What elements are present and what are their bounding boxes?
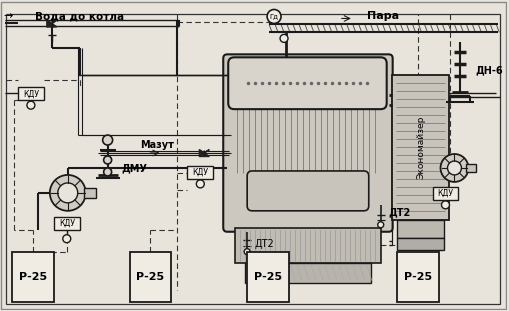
Text: ДТ2: ДТ2 bbox=[389, 208, 411, 218]
Circle shape bbox=[103, 135, 112, 145]
Bar bbox=[397, 220, 444, 238]
Bar bbox=[245, 262, 371, 283]
Text: КДУ: КДУ bbox=[192, 168, 208, 177]
FancyBboxPatch shape bbox=[228, 57, 387, 109]
Text: ДМУ: ДМУ bbox=[122, 163, 148, 173]
Text: →: → bbox=[3, 12, 13, 21]
Circle shape bbox=[104, 168, 111, 176]
Bar bbox=[54, 217, 80, 230]
Polygon shape bbox=[47, 20, 57, 27]
Text: Р-25: Р-25 bbox=[404, 272, 432, 281]
Text: Р-25: Р-25 bbox=[254, 272, 282, 281]
Circle shape bbox=[27, 101, 35, 109]
FancyBboxPatch shape bbox=[223, 54, 392, 232]
Text: Р-25: Р-25 bbox=[136, 272, 164, 281]
Circle shape bbox=[378, 222, 384, 228]
Circle shape bbox=[104, 156, 111, 164]
Text: Вода до котла: Вода до котла bbox=[35, 12, 124, 21]
Bar bbox=[130, 252, 172, 301]
Text: Пара: Пара bbox=[367, 12, 399, 21]
Bar bbox=[83, 188, 96, 198]
Circle shape bbox=[280, 35, 288, 42]
Circle shape bbox=[196, 180, 204, 188]
Bar bbox=[433, 187, 459, 200]
Text: Экономайзер: Экономайзер bbox=[416, 115, 425, 179]
Polygon shape bbox=[200, 150, 209, 156]
FancyBboxPatch shape bbox=[247, 171, 369, 211]
Circle shape bbox=[63, 235, 71, 243]
Polygon shape bbox=[47, 20, 57, 27]
Text: КДУ: КДУ bbox=[438, 189, 454, 198]
Bar bbox=[466, 164, 476, 172]
Bar bbox=[397, 238, 444, 250]
Text: КДУ: КДУ bbox=[59, 219, 75, 228]
Text: Мазут: Мазут bbox=[140, 140, 175, 150]
Circle shape bbox=[447, 161, 462, 175]
Circle shape bbox=[440, 154, 468, 182]
Text: ДТ2: ДТ2 bbox=[254, 239, 274, 249]
Text: Р-25: Р-25 bbox=[19, 272, 47, 281]
Circle shape bbox=[244, 249, 250, 255]
Circle shape bbox=[50, 175, 86, 211]
Circle shape bbox=[441, 201, 449, 209]
Text: ДН-6: ДН-6 bbox=[475, 65, 503, 75]
Bar bbox=[187, 166, 213, 179]
Polygon shape bbox=[200, 150, 209, 156]
Bar bbox=[18, 87, 44, 100]
Bar bbox=[235, 228, 381, 262]
Bar bbox=[12, 252, 54, 301]
Circle shape bbox=[58, 183, 78, 203]
Text: Гд: Гд bbox=[270, 13, 278, 20]
Circle shape bbox=[267, 10, 281, 23]
Bar bbox=[392, 75, 449, 220]
Bar bbox=[247, 252, 289, 301]
Text: КДУ: КДУ bbox=[23, 89, 39, 98]
Bar bbox=[397, 252, 439, 301]
